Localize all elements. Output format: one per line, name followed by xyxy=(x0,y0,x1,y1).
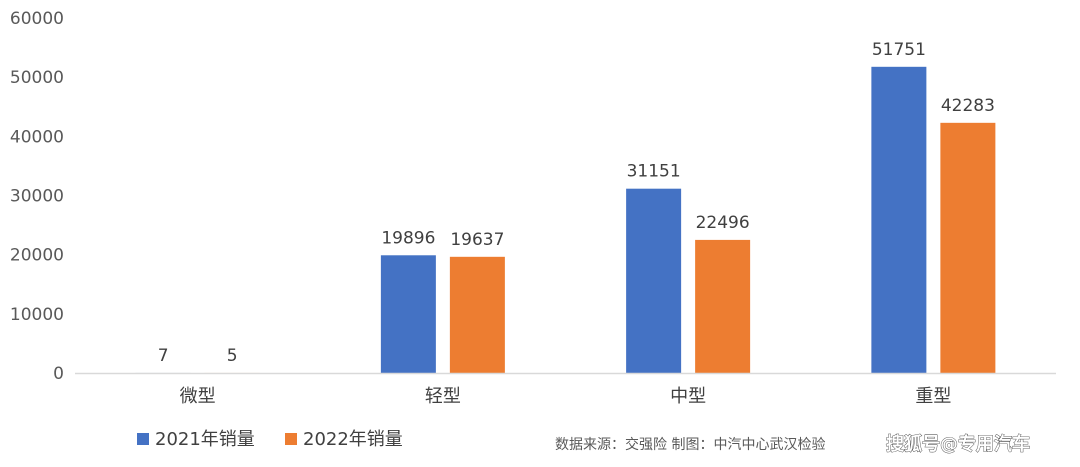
bar xyxy=(695,239,751,373)
y-tick-label: 50000 xyxy=(10,68,64,88)
bar xyxy=(940,122,996,373)
bars xyxy=(135,66,996,373)
y-tick-label: 20000 xyxy=(10,246,64,266)
y-tick-label: 30000 xyxy=(10,187,64,207)
data-label: 51751 xyxy=(872,40,926,60)
x-tick-label: 轻型 xyxy=(425,386,461,407)
y-tick-label: 60000 xyxy=(10,9,64,29)
y-tick-label: 40000 xyxy=(10,127,64,147)
bar xyxy=(626,188,682,373)
x-axis: 微型 轻型 中型 重型 xyxy=(180,386,952,407)
bar xyxy=(871,66,927,373)
bar xyxy=(449,256,505,373)
legend-swatch xyxy=(137,433,149,445)
data-label: 42283 xyxy=(941,96,995,116)
y-tick-label: 0 xyxy=(53,364,64,384)
data-label: 7 xyxy=(158,346,169,366)
legend-swatch xyxy=(285,433,297,445)
data-label: 19637 xyxy=(450,230,504,250)
data-labels: 7 5 19896 19637 31151 22496 51751 42283 xyxy=(158,40,995,366)
x-tick-label: 重型 xyxy=(915,386,951,407)
data-label: 22496 xyxy=(696,213,750,233)
data-label: 19896 xyxy=(381,228,435,248)
y-tick-label: 10000 xyxy=(10,305,64,325)
x-tick-label: 微型 xyxy=(180,386,216,407)
legend: 2021年销量 2022年销量 xyxy=(137,429,403,450)
source-note: 数据来源：交强险 制图：中汽中心武汉检验 xyxy=(555,436,825,453)
legend-label: 2021年销量 xyxy=(155,429,255,450)
watermark: 搜狐号@专用汽车 xyxy=(886,433,1030,455)
data-label: 5 xyxy=(227,346,238,366)
x-tick-label: 中型 xyxy=(670,386,706,407)
bar xyxy=(380,255,436,373)
y-axis: 0 10000 20000 30000 40000 50000 60000 xyxy=(10,9,64,384)
legend-label: 2022年销量 xyxy=(303,429,403,450)
data-label: 31151 xyxy=(627,162,681,182)
